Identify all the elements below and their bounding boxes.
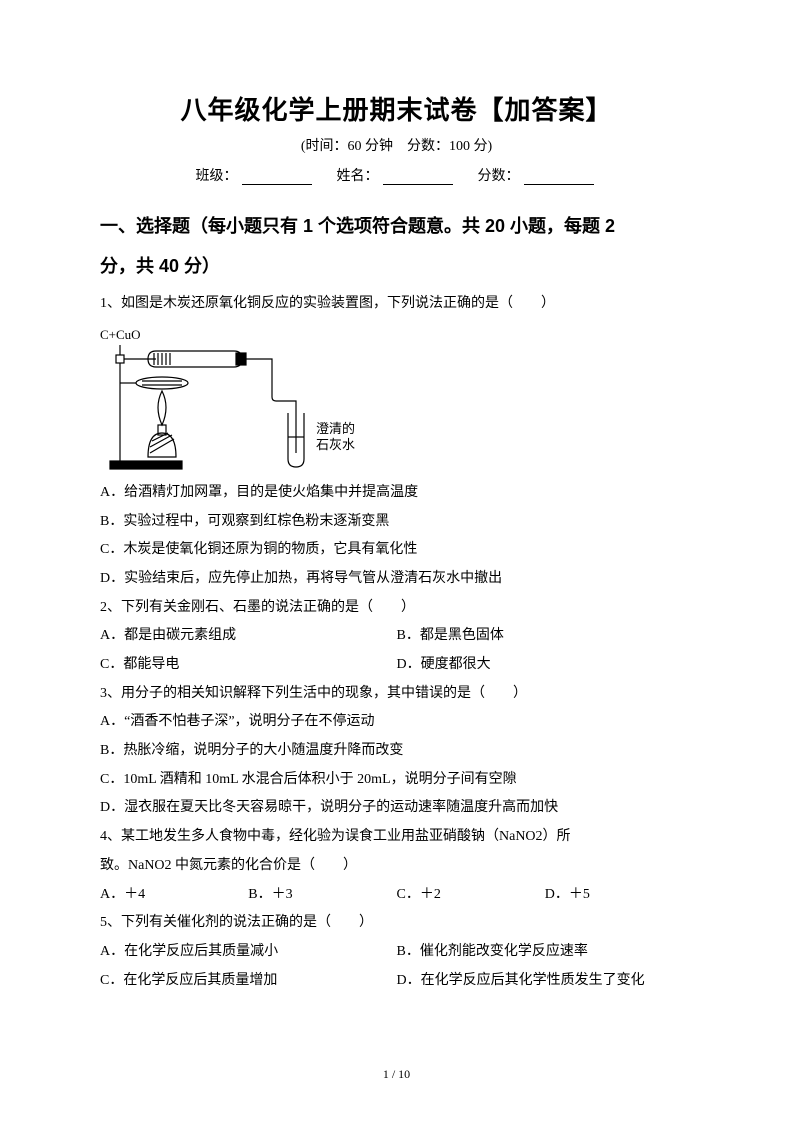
class-label: 班级： [196,169,238,184]
q5-row1: A．在化学反应后其质量减小 B．催化剂能改变化学反应速率 [100,938,693,967]
q2-optC: C．都能导电 [100,651,397,680]
q1-diagram: C+CuO [100,325,693,475]
class-blank[interactable] [242,170,312,185]
q3-optC: C．10mL 酒精和 10mL 水混合后体积小于 20mL，说明分子间有空隙 [100,766,693,795]
q3-optB: B．热胀冷缩，说明分子的大小随温度升降而改变 [100,737,693,766]
q4-stem-l1: 4、某工地发生多人食物中毒，经化验为误食工业用盐亚硝酸钠（NaNO2）所 [100,823,693,852]
q5-optD: D．在化学反应后其化学性质发生了变化 [397,967,694,996]
q4-optC: C．＋2 [397,881,545,910]
page-subtitle: (时间：60 分钟 分数：100 分) [100,135,693,155]
exam-page: 八年级化学上册期末试卷【加答案】 (时间：60 分钟 分数：100 分) 班级：… [0,0,793,1122]
q3-optA: A．“酒香不怕巷子深”，说明分子在不停运动 [100,708,693,737]
q3-stem: 3、用分子的相关知识解释下列生活中的现象，其中错误的是（ ） [100,680,693,709]
q5-optB: B．催化剂能改变化学反应速率 [397,938,694,967]
q3-optD: D．湿衣服在夏天比冬天容易晾干，说明分子的运动速率随温度升高而加快 [100,794,693,823]
q5-optC: C．在化学反应后其质量增加 [100,967,397,996]
score-label: 分数： [478,169,520,184]
q2-stem: 2、下列有关金刚石、石墨的说法正确的是（ ） [100,594,693,623]
score-blank[interactable] [524,170,594,185]
q1-stem: 1、如图是木炭还原氧化铜反应的实验装置图，下列说法正确的是（ ） [100,290,693,319]
q1-optD: D．实验结束后，应先停止加热，再将导气管从澄清石灰水中撤出 [100,565,693,594]
q2-row2: C．都能导电 D．硬度都很大 [100,651,693,680]
student-info-line: 班级： 姓名： 分数： [100,165,693,185]
section-1-heading-l2: 分，共 40 分） [100,247,693,287]
q4-optA: A．＋4 [100,881,248,910]
q4-optB: B．＋3 [248,881,396,910]
q5-row2: C．在化学反应后其质量增加 D．在化学反应后其化学性质发生了变化 [100,967,693,996]
q4-row: A．＋4 B．＋3 C．＋2 D．＋5 [100,881,693,910]
q1-optC: C．木炭是使氧化铜还原为铜的物质，它具有氧化性 [100,536,693,565]
diagram-right-label-1: 澄清的 [316,421,355,436]
page-title: 八年级化学上册期末试卷【加答案】 [100,90,693,127]
q2-optA: A．都是由碳元素组成 [100,622,397,651]
name-blank[interactable] [383,170,453,185]
page-footer: 1 / 10 [0,1067,793,1082]
q5-stem: 5、下列有关催化剂的说法正确的是（ ） [100,909,693,938]
q5-optA: A．在化学反应后其质量减小 [100,938,397,967]
name-label: 姓名： [337,169,379,184]
section-1-heading: 一、选择题（每小题只有 1 个选项符合题意。共 20 小题，每题 2 分，共 4… [100,207,693,286]
section-1-heading-l1: 一、选择题（每小题只有 1 个选项符合题意。共 20 小题，每题 2 [100,207,693,247]
q1-optB: B．实验过程中，可观察到红棕色粉末逐渐变黑 [100,508,693,537]
q2-optD: D．硬度都很大 [397,651,694,680]
q2-optB: B．都是黑色固体 [397,622,694,651]
q4-optD: D．＋5 [545,881,693,910]
q2-row1: A．都是由碳元素组成 B．都是黑色固体 [100,622,693,651]
q1-optA: A．给酒精灯加网罩，目的是使火焰集中并提高温度 [100,479,693,508]
diagram-right-label-2: 石灰水 [316,437,355,452]
q4-stem-l2: 致。NaNO2 中氮元素的化合价是（ ） [100,852,693,881]
diagram-reagent-label: C+CuO [100,327,141,342]
